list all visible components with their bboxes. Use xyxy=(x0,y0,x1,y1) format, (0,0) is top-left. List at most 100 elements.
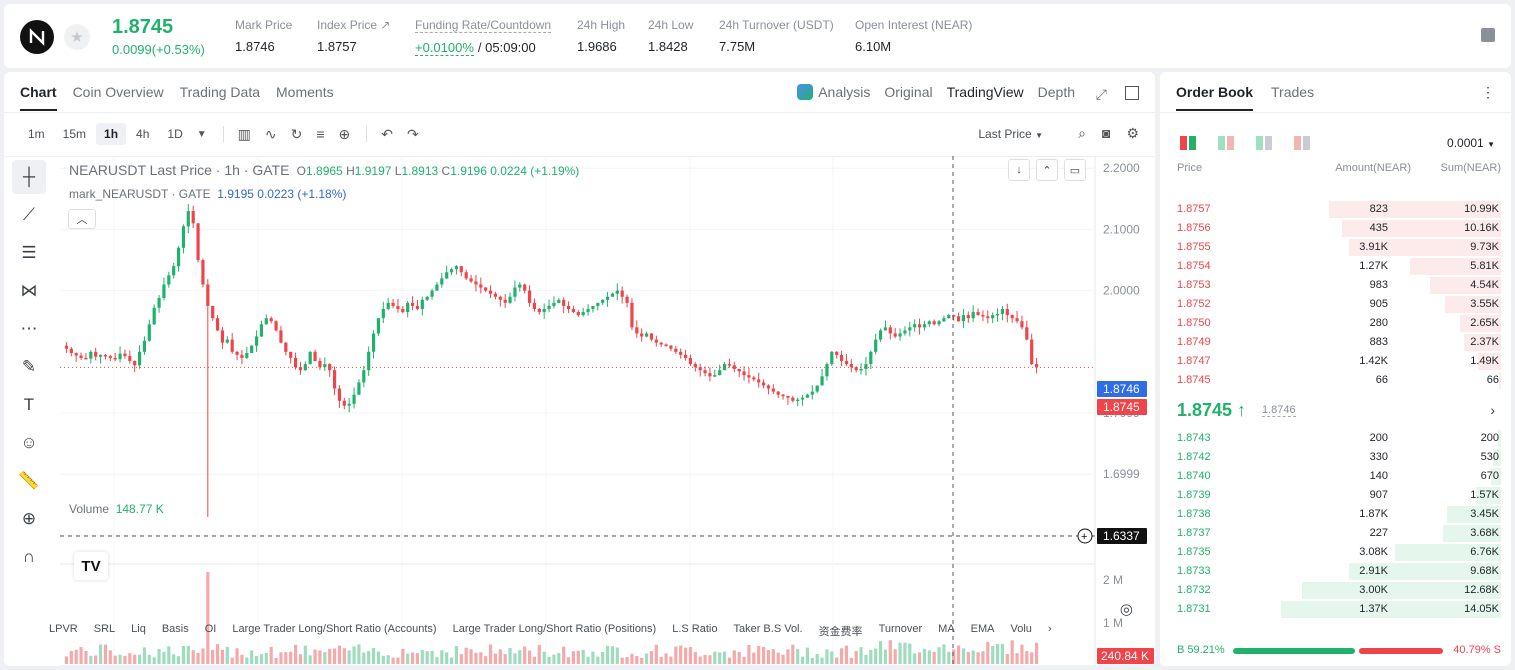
stat-label[interactable]: Funding Rate/Countdown xyxy=(415,18,552,33)
tab-moments[interactable]: Moments xyxy=(276,84,334,100)
indicator-tab[interactable]: Volu xyxy=(1010,623,1032,635)
stat-label[interactable]: Index Price ↗ xyxy=(317,18,391,32)
bid-row[interactable]: 1.8737 227 3.68K xyxy=(1160,524,1511,543)
bid-row[interactable]: 1.8732 3.00K 12.68K xyxy=(1160,581,1511,600)
indicator-tab[interactable]: L.S Ratio xyxy=(672,623,718,635)
candle-body xyxy=(966,315,970,319)
expand-icon[interactable]: ⤢ xyxy=(1095,86,1107,102)
book-icon[interactable] xyxy=(1481,28,1495,42)
volume-bar xyxy=(74,649,78,664)
collapse-legend-button[interactable]: ︿ xyxy=(68,209,96,229)
download-icon[interactable]: ↓ xyxy=(1008,159,1030,181)
tab-order-book[interactable]: Order Book xyxy=(1176,84,1254,111)
ask-row[interactable]: 1.8755 3.91K 9.73K xyxy=(1160,238,1511,257)
price-source-select[interactable]: Last Price ▼ xyxy=(978,127,1043,141)
analysis-button[interactable]: Analysis xyxy=(797,84,870,100)
view-tradingview[interactable]: TradingView xyxy=(946,84,1024,100)
ask-row[interactable]: 1.8750 280 2.65K xyxy=(1160,314,1511,333)
view-depth[interactable]: Depth xyxy=(1037,84,1075,100)
tab-trading-data[interactable]: Trading Data xyxy=(179,84,261,100)
indicator-tab[interactable]: Taker B.S Vol. xyxy=(733,623,803,635)
tf-4h[interactable]: 4h xyxy=(136,127,150,141)
brush-icon[interactable]: ✎ xyxy=(21,357,37,376)
more-icon[interactable]: ⋮ xyxy=(1481,84,1495,100)
indicator-tab[interactable]: OI xyxy=(204,623,217,635)
undo-icon[interactable]: ↶ xyxy=(381,125,393,142)
candle-type-icon[interactable]: ▥ xyxy=(237,125,251,142)
indicator-tab[interactable]: Large Trader Long/Short Ratio (Positions… xyxy=(452,623,657,635)
volume-bar xyxy=(971,650,975,664)
indicator-tab[interactable]: 资金费率 xyxy=(818,626,863,638)
ask-row[interactable]: 1.8756 435 10.16K xyxy=(1160,219,1511,238)
search-icon[interactable]: ⌕ xyxy=(1078,125,1086,141)
precision-select[interactable]: 0.0001 ▼ xyxy=(1447,136,1495,150)
emoji-icon[interactable]: ☺ xyxy=(20,433,38,452)
tf-15m[interactable]: 15m xyxy=(62,127,87,141)
indicator-tab[interactable]: Basis xyxy=(161,623,189,635)
tab-trades[interactable]: Trades xyxy=(1271,84,1315,100)
bid-row[interactable]: 1.8739 907 1.57K xyxy=(1160,486,1511,505)
tf-1d[interactable]: 1D xyxy=(167,127,183,141)
bid-row[interactable]: 1.8742 330 530 xyxy=(1160,448,1511,467)
mode-asks-icon[interactable] xyxy=(1294,136,1310,150)
bid-row[interactable]: 1.8743 200 200 xyxy=(1160,429,1511,448)
tradingview-logo[interactable]: TV xyxy=(74,552,108,580)
star-icon[interactable]: ★ xyxy=(64,24,90,50)
bid-row[interactable]: 1.8733 2.91K 9.68K xyxy=(1160,562,1511,581)
ask-row[interactable]: 1.8753 983 4.54K xyxy=(1160,276,1511,295)
indicator-tab[interactable]: Turnover xyxy=(878,623,923,635)
trendline-icon[interactable]: ⟋ xyxy=(23,205,35,224)
stat-3: 24h High 1.9686 xyxy=(577,18,625,54)
ask-row[interactable]: 1.8749 883 2.37K xyxy=(1160,333,1511,352)
tf-1h[interactable]: 1h xyxy=(96,123,127,145)
chevron-right-icon[interactable]: › xyxy=(1047,623,1052,635)
collapse-icon[interactable]: ⌃ xyxy=(1036,159,1058,181)
maximize-icon[interactable]: ▭ xyxy=(1064,159,1086,181)
gear-icon[interactable]: ⚙ xyxy=(1126,125,1139,141)
ask-row[interactable]: 1.8745 66 66 xyxy=(1160,371,1511,390)
indicator-tab[interactable]: Liq xyxy=(131,623,146,635)
indicator-tab[interactable]: EMA xyxy=(970,623,995,635)
indicator-tab[interactable]: Large Trader Long/Short Ratio (Accounts) xyxy=(232,623,437,635)
fib-icon[interactable]: ☰ xyxy=(21,243,37,262)
indicator-tab[interactable]: SRL xyxy=(93,623,116,635)
indicator-tab[interactable]: MA xyxy=(938,623,955,635)
ask-row[interactable]: 1.8754 1.27K 5.81K xyxy=(1160,257,1511,276)
mode-bids-icon[interactable] xyxy=(1256,136,1272,150)
crosshair-icon[interactable]: ┼ xyxy=(12,160,46,194)
pattern-icon[interactable]: ⋈ xyxy=(20,281,38,300)
chevron-down-icon[interactable]: ▼ xyxy=(196,128,207,140)
window-icon[interactable] xyxy=(1125,86,1139,100)
zoom-in-icon[interactable]: ⊕ xyxy=(21,509,37,528)
magnet-icon[interactable]: ∩ xyxy=(22,547,36,566)
indicators-icon[interactable]: ∿ xyxy=(264,125,277,142)
bid-row[interactable]: 1.8735 3.08K 6.76K xyxy=(1160,543,1511,562)
bid-row[interactable]: 1.8738 1.87K 3.45K xyxy=(1160,505,1511,524)
add-alert-icon[interactable]: ⊕ xyxy=(338,125,351,142)
view-original[interactable]: Original xyxy=(884,84,933,100)
tab-coin-overview[interactable]: Coin Overview xyxy=(72,84,164,100)
indicator-tab[interactable]: LPVR xyxy=(49,623,78,635)
ask-row[interactable]: 1.8757 823 10.99K xyxy=(1160,200,1511,219)
volume-bar xyxy=(245,657,249,664)
replay-icon[interactable]: ↻ xyxy=(290,125,303,142)
chevron-right-icon[interactable]: › xyxy=(1490,402,1495,418)
tab-chart[interactable]: Chart xyxy=(20,84,57,111)
ask-row[interactable]: 1.8752 905 3.55K xyxy=(1160,295,1511,314)
candle-body xyxy=(664,344,668,346)
redo-icon[interactable]: ↷ xyxy=(406,125,419,142)
bid-row[interactable]: 1.8731 1.37K 14.05K xyxy=(1160,600,1511,619)
ruler-icon[interactable]: 📏 xyxy=(18,471,40,490)
projection-icon[interactable]: ⋯ xyxy=(20,319,38,338)
camera-icon[interactable]: ◙ xyxy=(1101,125,1111,141)
mode-split-icon[interactable] xyxy=(1218,136,1234,150)
ask-row[interactable]: 1.8747 1.42K 1.49K xyxy=(1160,352,1511,371)
templates-icon[interactable]: ≡ xyxy=(316,126,325,142)
bid-row[interactable]: 1.8740 140 670 xyxy=(1160,467,1511,486)
text-icon[interactable]: T xyxy=(23,395,35,414)
sell-ratio: 40.79% S xyxy=(1453,644,1501,656)
settings-icon[interactable]: ◎ xyxy=(1119,601,1133,618)
tf-1m[interactable]: 1m xyxy=(28,127,45,141)
mode-both-icon[interactable] xyxy=(1180,136,1196,150)
